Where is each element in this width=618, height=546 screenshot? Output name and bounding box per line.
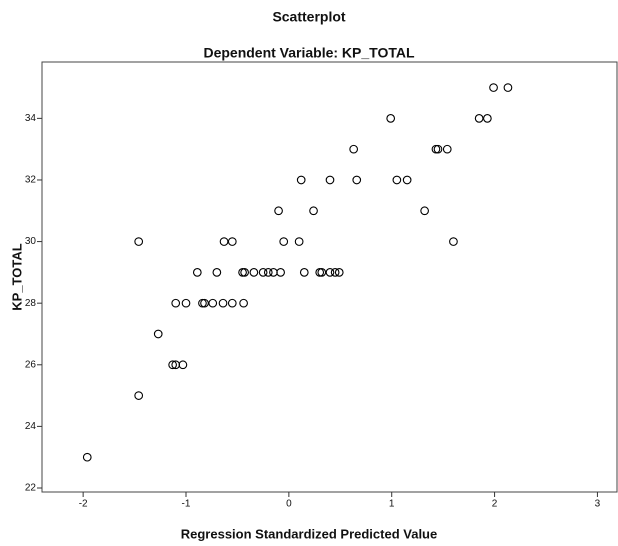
point (442, 144, 452, 154)
point (168, 360, 177, 370)
point (208, 298, 218, 308)
point (296, 175, 306, 185)
point (503, 83, 513, 92)
point (420, 206, 429, 216)
point (239, 298, 248, 308)
point (134, 391, 144, 400)
point (352, 175, 362, 185)
x-tick-label: -1 (182, 499, 191, 510)
x-tick-label: 2 (492, 499, 498, 510)
point (276, 268, 285, 277)
y-axis-label: KP_TOTAL (9, 243, 24, 310)
point (402, 175, 412, 185)
point (483, 114, 492, 123)
y-tick-label: 32 (25, 175, 37, 186)
point (181, 298, 191, 308)
point (449, 237, 458, 246)
point (153, 329, 163, 339)
y-tick-label: 26 (25, 359, 37, 370)
y-tick-label: 34 (25, 113, 37, 124)
y-tick-label: 30 (25, 236, 37, 247)
point (489, 83, 498, 92)
x-tick-label: 3 (595, 499, 601, 510)
point (171, 298, 181, 308)
point (299, 268, 309, 277)
plot-area (41, 61, 618, 493)
point (433, 144, 443, 154)
point (309, 206, 318, 216)
chart-title: Scatterplot (272, 9, 345, 25)
y-tick-label: 24 (25, 421, 37, 432)
y-tick-label: 28 (25, 298, 37, 309)
point (218, 298, 228, 308)
point (134, 237, 144, 246)
point (274, 206, 283, 216)
x-tick-label: -2 (79, 499, 88, 510)
point (249, 268, 259, 277)
point (219, 237, 229, 246)
point (212, 268, 222, 277)
point (82, 452, 92, 462)
point (386, 114, 396, 123)
point (263, 268, 273, 277)
point (258, 268, 268, 277)
point (227, 237, 237, 246)
x-axis-label: Regression Standardized Predicted Value (181, 526, 437, 541)
point (294, 237, 304, 246)
y-tick-label: 22 (25, 483, 37, 494)
point (240, 268, 249, 277)
x-tick-label: 1 (389, 499, 395, 510)
point (392, 175, 402, 185)
x-tick-label: 0 (286, 499, 292, 510)
point (325, 175, 335, 185)
point (178, 360, 188, 370)
point (349, 144, 359, 154)
point (334, 268, 344, 277)
point (330, 268, 340, 277)
point (200, 298, 209, 308)
point (192, 268, 202, 277)
point (325, 268, 335, 277)
point (474, 114, 484, 123)
point (279, 237, 289, 246)
point (317, 268, 327, 277)
chart-subtitle: Dependent Variable: KP_TOTAL (203, 45, 415, 61)
point (227, 298, 237, 308)
